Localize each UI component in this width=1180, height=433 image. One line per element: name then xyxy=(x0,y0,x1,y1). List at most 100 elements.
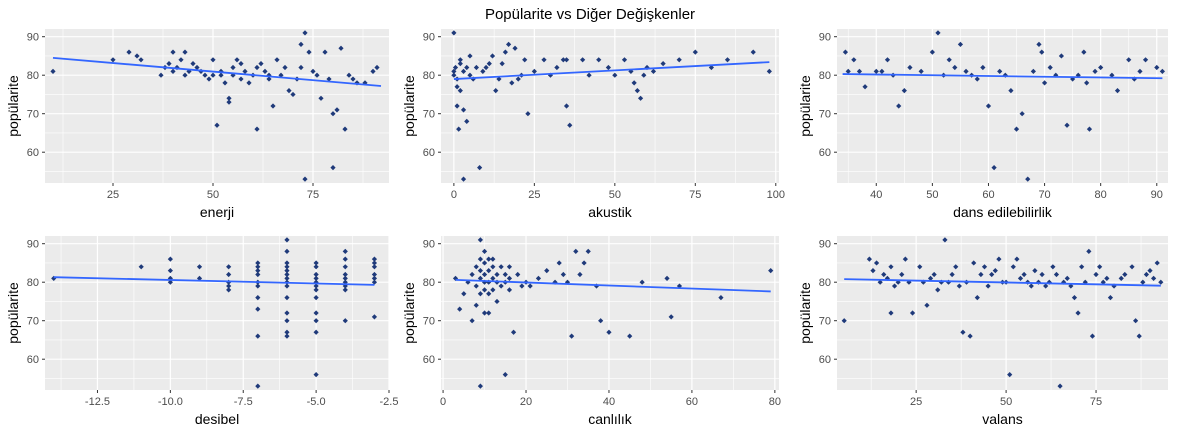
data-point xyxy=(467,53,473,59)
data-point xyxy=(1122,271,1128,278)
data-point xyxy=(274,57,280,63)
data-point xyxy=(338,45,344,51)
data-point xyxy=(1151,275,1157,281)
data-point xyxy=(486,291,492,297)
data-point xyxy=(496,76,502,82)
data-point xyxy=(371,260,378,266)
data-point xyxy=(724,57,731,63)
data-point xyxy=(1140,279,1146,285)
data-point xyxy=(255,283,261,289)
data-point xyxy=(371,275,378,281)
data-point xyxy=(989,271,995,278)
x-tick-label: 0 xyxy=(451,189,457,201)
data-point xyxy=(573,248,579,254)
data-point xyxy=(302,176,308,182)
data-point xyxy=(510,329,517,335)
data-point xyxy=(1147,268,1153,274)
data-point xyxy=(971,260,977,266)
data-point xyxy=(313,295,319,301)
data-point xyxy=(650,68,657,74)
data-point xyxy=(456,126,462,132)
data-point xyxy=(452,64,459,71)
x-tick-label: 25 xyxy=(528,189,540,201)
data-point xyxy=(284,260,290,266)
data-point xyxy=(888,310,894,316)
data-point xyxy=(1039,49,1045,55)
data-point xyxy=(306,49,312,55)
panel-background xyxy=(45,236,389,390)
data-point xyxy=(1098,64,1104,71)
x-axis-title: valans xyxy=(982,411,1022,427)
data-point xyxy=(1007,372,1013,378)
scatter-panel: 25 50 75 60 70 80 90 valans popülarite xyxy=(797,236,1168,427)
data-point xyxy=(980,64,986,71)
data-point xyxy=(342,275,348,281)
data-point xyxy=(226,287,232,293)
data-point xyxy=(502,372,508,378)
y-axis-title: popülarite xyxy=(401,282,417,344)
data-point xyxy=(1118,275,1124,281)
data-point xyxy=(896,103,902,109)
y-tick-label: 90 xyxy=(27,239,39,251)
data-point xyxy=(985,103,992,109)
data-point xyxy=(1008,88,1014,94)
data-point xyxy=(991,165,997,171)
data-point xyxy=(1079,264,1085,270)
data-point xyxy=(346,72,352,78)
data-point xyxy=(924,302,930,308)
data-point xyxy=(879,68,885,74)
data-point xyxy=(917,264,923,270)
data-point xyxy=(660,61,666,67)
data-point xyxy=(313,275,319,281)
data-point xyxy=(313,283,319,289)
data-point xyxy=(606,329,612,335)
y-tick-label: 60 xyxy=(423,354,435,366)
data-point xyxy=(374,64,380,71)
data-point xyxy=(644,64,650,71)
data-point xyxy=(342,126,348,132)
panel-background xyxy=(441,236,779,390)
data-point xyxy=(226,95,232,101)
data-point xyxy=(310,68,316,74)
main-title: Popülarite vs Diğer Değişkenler xyxy=(485,6,695,23)
data-point xyxy=(866,256,872,262)
y-tick-label: 80 xyxy=(819,277,831,289)
data-point xyxy=(668,314,674,320)
data-point xyxy=(486,256,492,262)
data-point xyxy=(218,72,224,78)
data-point xyxy=(535,275,542,281)
data-point xyxy=(170,49,176,55)
data-point xyxy=(842,49,849,55)
data-point xyxy=(284,248,290,254)
data-point xyxy=(692,49,698,55)
data-point xyxy=(234,57,240,63)
data-point xyxy=(284,264,290,270)
trend-line xyxy=(844,278,1161,287)
data-point xyxy=(541,57,547,63)
data-point xyxy=(856,68,863,74)
data-point xyxy=(1053,271,1060,278)
data-point xyxy=(126,49,132,55)
data-point xyxy=(1013,126,1020,132)
data-point xyxy=(909,310,916,316)
data-point xyxy=(490,264,496,270)
data-point xyxy=(210,72,216,78)
data-point xyxy=(342,264,348,270)
x-tick-label: -12.5 xyxy=(85,396,110,408)
data-point xyxy=(1137,68,1143,74)
scatter-panel: 25 50 75 60 70 80 90 enerji popülarite xyxy=(5,29,389,220)
data-point xyxy=(1050,264,1056,270)
data-point xyxy=(451,72,457,78)
data-point xyxy=(1053,72,1059,78)
data-point xyxy=(314,72,320,78)
data-point xyxy=(512,45,518,51)
data-point xyxy=(284,283,290,289)
data-point xyxy=(978,271,984,278)
data-point xyxy=(206,76,212,82)
data-point xyxy=(627,333,633,339)
data-point xyxy=(178,57,184,63)
data-point xyxy=(481,248,488,254)
data-point xyxy=(1032,268,1038,274)
data-point xyxy=(567,122,573,128)
data-point xyxy=(451,68,457,74)
